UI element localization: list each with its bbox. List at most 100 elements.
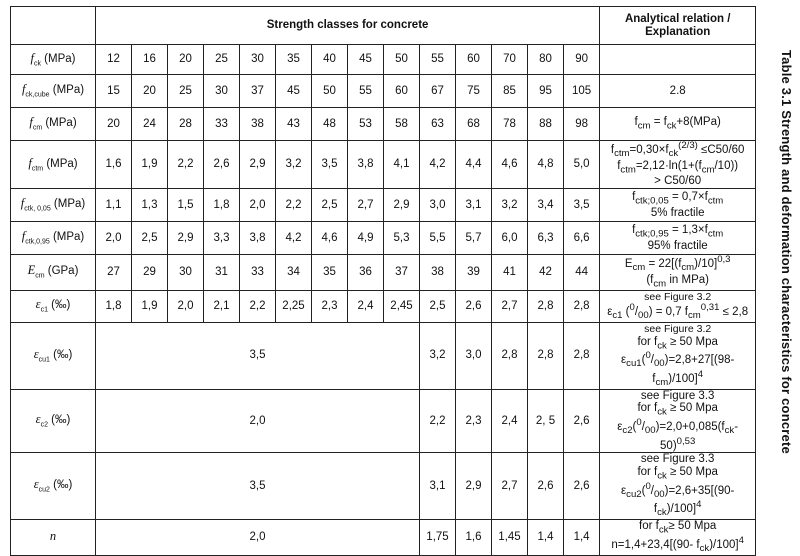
value-cell: 1,9: [131, 289, 168, 323]
value-cell: 3,8: [239, 221, 276, 256]
value-cell: 2,9: [167, 221, 204, 256]
table-row: Ecm (GPa) 27 29 30 31 33 34 35 36 37 38 39 41 42 44 Ecm…: [10, 254, 757, 291]
value-cell: 33: [203, 107, 240, 141]
value-cell: 2,4: [347, 289, 384, 323]
value-cell: 30: [239, 44, 276, 75]
parameter-cell: εc2 (‰): [10, 388, 96, 454]
value-cell: 2,2: [239, 289, 276, 323]
value-cell: 98: [562, 107, 601, 141]
parameter-cell: n: [10, 519, 96, 556]
value-cell: 4,2: [275, 221, 312, 256]
value-cell: 25: [203, 44, 240, 75]
value-cell: 2,6: [203, 139, 240, 190]
value-cell: 1,45: [491, 519, 528, 556]
value-cell: 2,45: [383, 289, 420, 323]
explanation-header: Analytical relation / Explanation: [599, 6, 757, 45]
table-row: εc2 (‰) 2,0 2,2 2,3 2,4 2, 5 2,6 see Figure 3.3…: [10, 388, 757, 454]
table-row: fck,cube (MPa) 15 20 25 30 37 45 50 55 60 67 75 85 95…: [10, 74, 757, 108]
table-row: fcm (MPa) 20 24 28 33 38 43 48 53 58 63 68 78 88 98 fcm…: [10, 107, 757, 141]
value-cell: 27: [95, 254, 132, 291]
value-cell: 2,0: [239, 188, 276, 223]
value-cell: 1,3: [131, 188, 168, 223]
table-caption: Table 3.1 Strength and deformation chara…: [779, 50, 794, 454]
value-cell: 2,5: [419, 289, 456, 323]
value-cell: 40: [311, 44, 348, 75]
table-row: n 2,0 1,75 1,6 1,45 1,4 1,4 for fck≥ 50 Mpa n=1,…: [10, 519, 757, 556]
value-cell: 12: [95, 44, 132, 75]
explanation-cell: see Figure 3.2 εc1 (0/00) = 0,7 fcm0,31 ≤…: [599, 289, 757, 323]
value-cell: 1,1: [95, 188, 132, 223]
value-cell: 37: [383, 254, 420, 291]
value-cell: 60: [383, 74, 420, 108]
value-cell: 1,8: [95, 289, 132, 323]
value-cell: 28: [167, 107, 204, 141]
table-title: Strength classes for concrete: [94, 6, 601, 45]
value-cell: 30: [167, 254, 204, 291]
value-cell: 55: [347, 74, 384, 108]
value-cell: 45: [275, 74, 312, 108]
value-cell: 2,3: [455, 388, 492, 454]
value-cell: 2,1: [203, 289, 240, 323]
value-cell: 67: [419, 74, 456, 108]
value-cell: 6,3: [527, 221, 564, 256]
value-cell: 2,7: [491, 452, 528, 521]
merged-value-cell: 2,0: [95, 388, 420, 454]
value-cell: 43: [275, 107, 312, 141]
value-cell: 58: [383, 107, 420, 141]
value-cell: 88: [527, 107, 564, 141]
explanation-cell: 2.8: [599, 74, 757, 108]
strength-table: Strength classes for concrete Analytical…: [10, 6, 757, 556]
value-cell: 2,2: [419, 388, 456, 454]
value-cell: 55: [419, 44, 456, 75]
value-cell: 2,6: [455, 289, 492, 323]
value-cell: 3,5: [562, 188, 601, 223]
value-cell: 4,6: [311, 221, 348, 256]
value-cell: 45: [347, 44, 384, 75]
value-cell: 50: [311, 74, 348, 108]
value-cell: 1,9: [131, 139, 168, 190]
value-cell: 24: [131, 107, 168, 141]
value-cell: 1,4: [527, 519, 564, 556]
value-cell: 30: [203, 74, 240, 108]
value-cell: 4,2: [419, 139, 456, 190]
value-cell: 2,5: [311, 188, 348, 223]
value-cell: 1,6: [95, 139, 132, 190]
value-cell: 2,2: [167, 139, 204, 190]
value-cell: 3,1: [419, 452, 456, 521]
value-cell: 39: [455, 254, 492, 291]
parameter-cell: εc1 (‰): [10, 289, 96, 323]
value-cell: 2,9: [455, 452, 492, 521]
value-cell: 2,8: [527, 289, 564, 323]
table-row: εcu1 (‰) 3,5 3,2 3,0 2,8 2,8 2,8 see Figure 3.2…: [10, 321, 757, 390]
value-cell: 2,8: [562, 289, 601, 323]
value-cell: 3,1: [455, 188, 492, 223]
parameter-cell: εcu2 (‰): [10, 452, 96, 521]
parameter-cell: εcu1 (‰): [10, 321, 96, 390]
value-cell: 1,5: [167, 188, 204, 223]
value-cell: 95: [527, 74, 564, 108]
value-cell: 6,6: [562, 221, 601, 256]
side-caption-area: Table 3.1 Strength and deformation chara…: [760, 0, 800, 475]
value-cell: 20: [167, 44, 204, 75]
parameter-cell: fctm (MPa): [10, 139, 96, 190]
explanation-cell: see Figure 3.2 for fck ≥ 50 Mpa εcu1(0/00)…: [599, 321, 757, 390]
value-cell: 2,8: [562, 321, 601, 390]
value-cell: 5,7: [455, 221, 492, 256]
value-cell: 15: [95, 74, 132, 108]
value-cell: 16: [131, 44, 168, 75]
value-cell: 3,4: [527, 188, 564, 223]
explanation-cell: fctk;0,05 = 0,7×fctm 5% fractile: [599, 188, 757, 223]
table-row: fck (MPa) 12 16 20 25 30 35 40 45 50 55 60 70 80 90: [10, 44, 757, 75]
table-row: fctk,0,95 (MPa) 2,0 2,5 2,9 3,3 3,8 4,2 4,6 4,9 5…: [10, 221, 757, 256]
explanation-cell: see Figure 3.3 for fck ≥ 50 Mpa εcu2(0/00)…: [599, 452, 757, 521]
value-cell: 3,3: [203, 221, 240, 256]
value-cell: 33: [239, 254, 276, 291]
value-cell: 2,9: [383, 188, 420, 223]
table-row: fctm (MPa) 1,6 1,9 2,2 2,6 2,9 3,2 3,5 3,8 4,1 4,2…: [10, 139, 757, 190]
explanation-cell: fcm = fck+8(MPa): [599, 107, 757, 141]
value-cell: 2,4: [491, 388, 528, 454]
value-cell: 36: [347, 254, 384, 291]
value-cell: 25: [167, 74, 204, 108]
value-cell: 6,0: [491, 221, 528, 256]
explanation-cell: fctk;0,95 = 1,3×fctm 95% fractile: [599, 221, 757, 256]
